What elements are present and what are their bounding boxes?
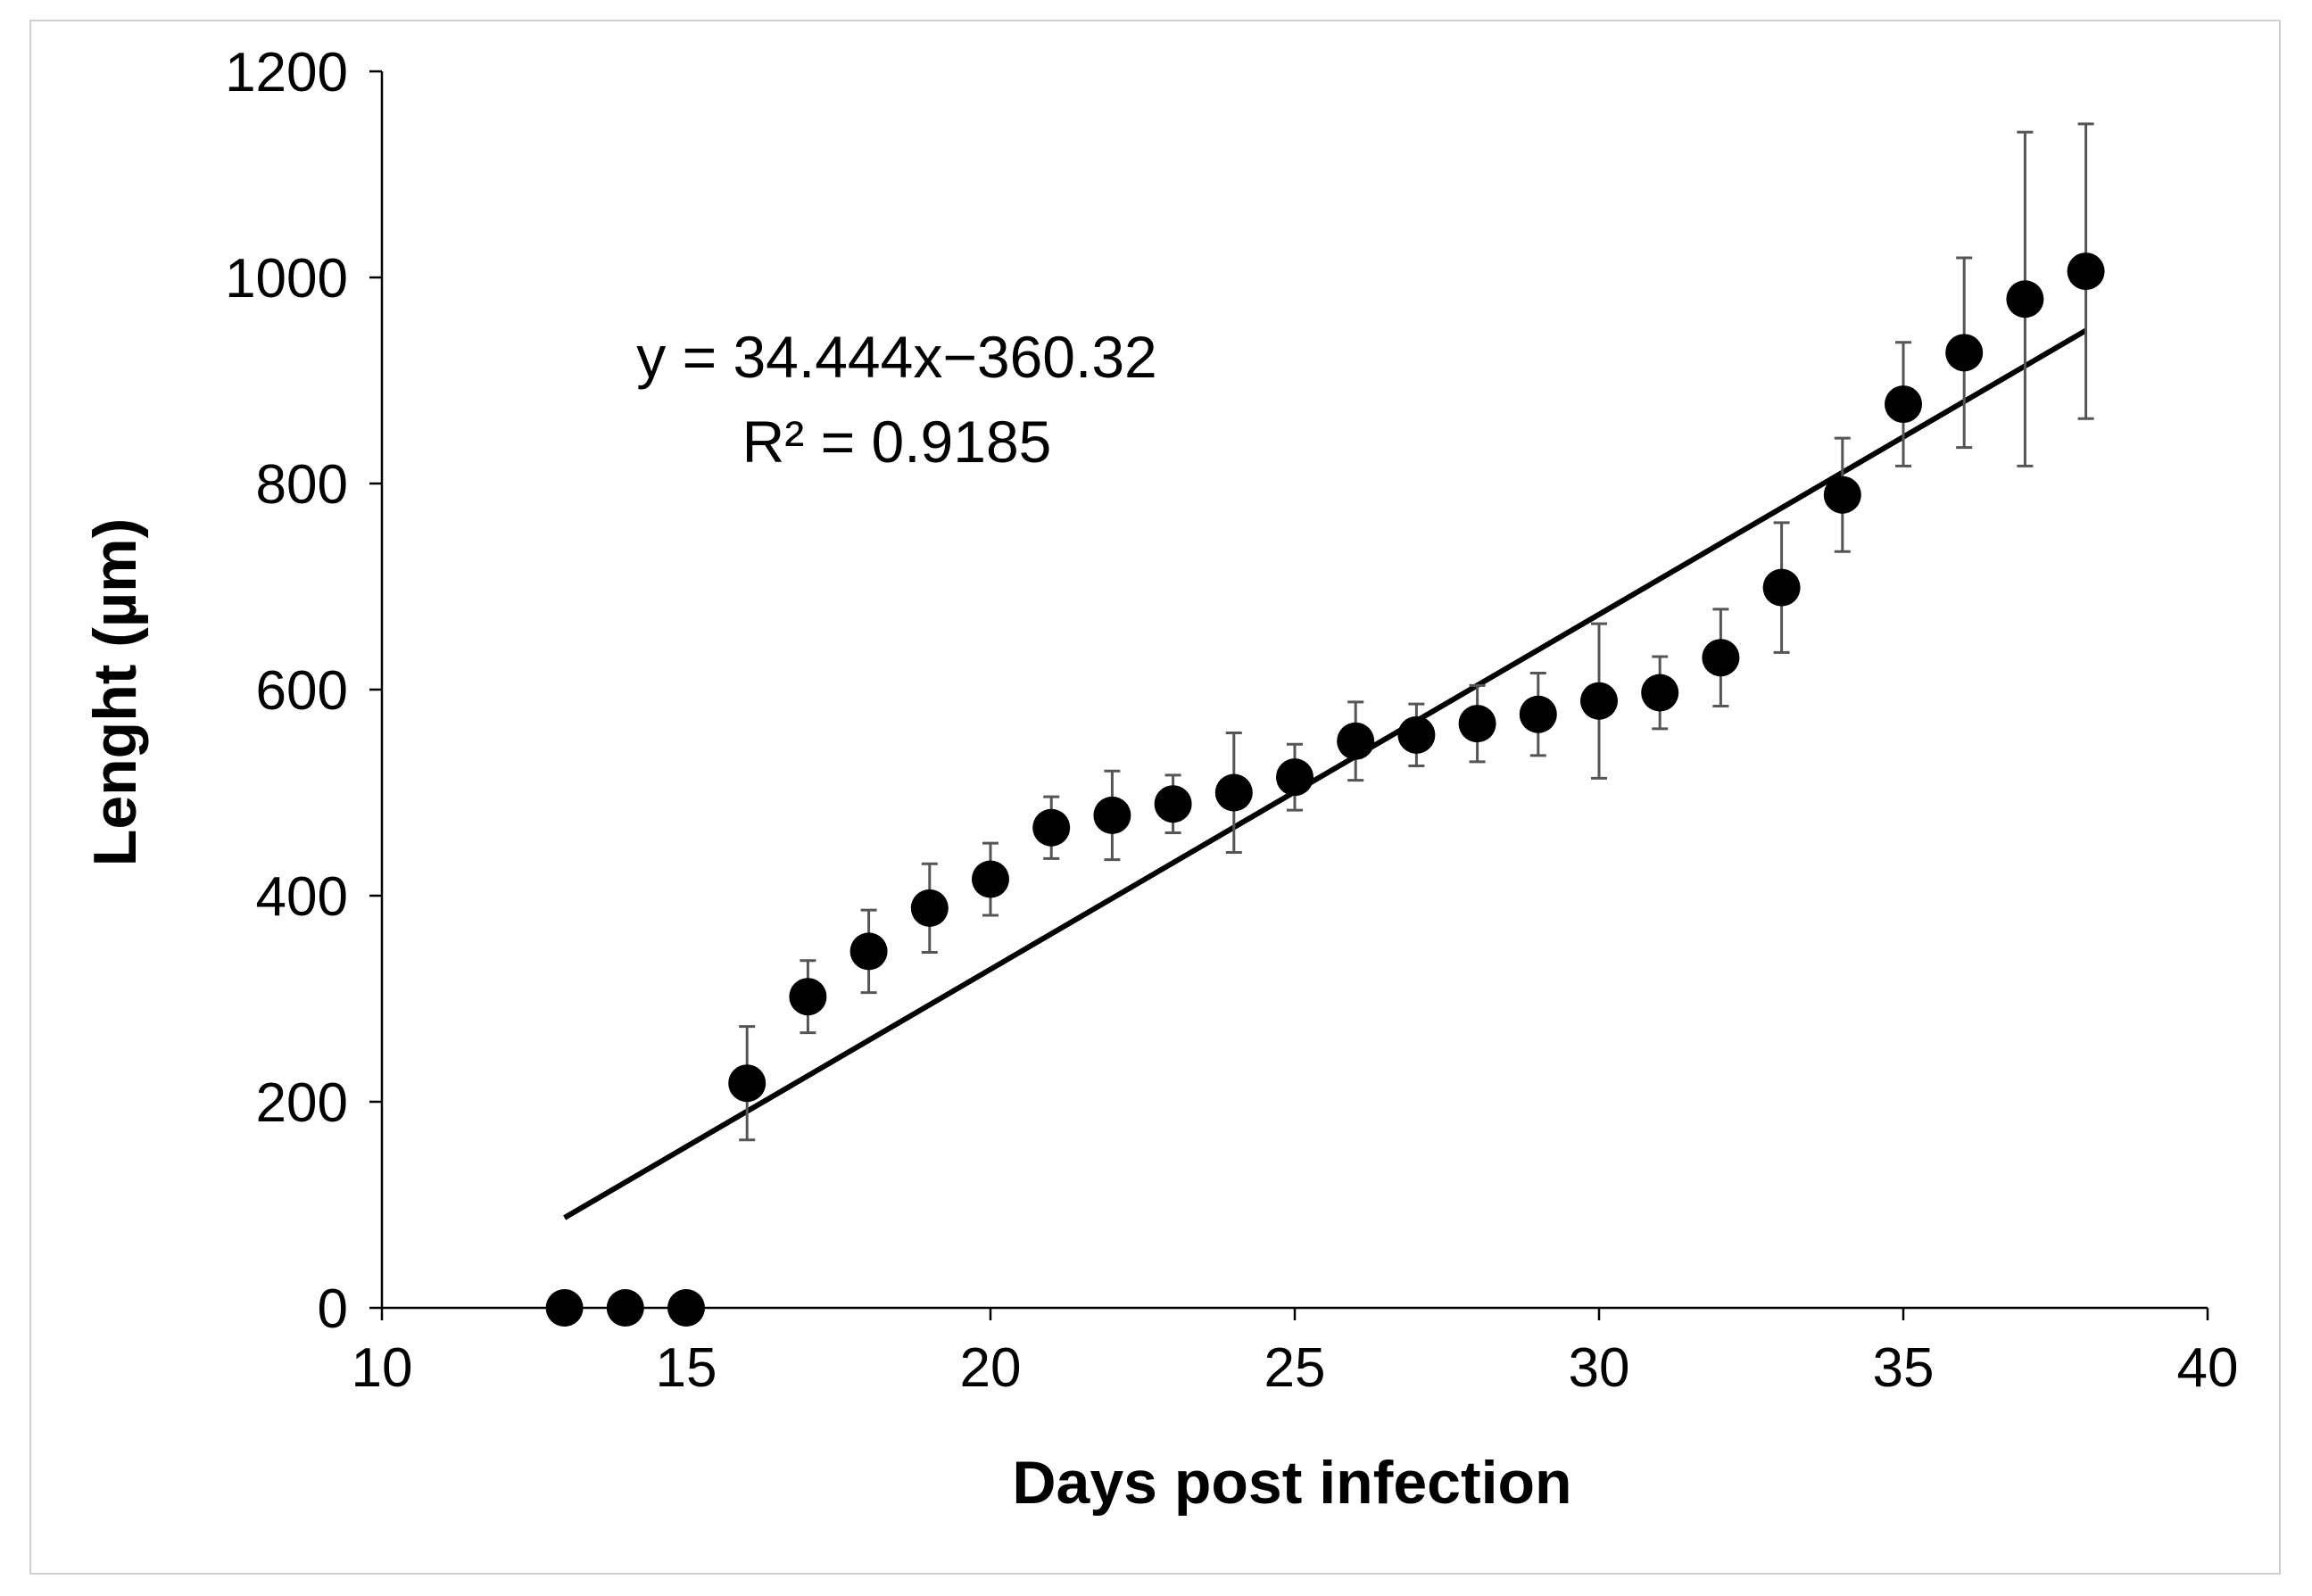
- trendline: [563, 327, 2088, 1220]
- data-point: [1885, 385, 1922, 424]
- trendline-equation: y = 34.444x−360.32: [636, 324, 1157, 390]
- data-point: [1458, 705, 1496, 743]
- x-tick-label: 15: [656, 1337, 717, 1399]
- x-tick-label: 35: [1873, 1337, 1935, 1399]
- x-tick-label: 25: [1264, 1337, 1326, 1399]
- trendline-r-squared: R² = 0.9185: [742, 409, 1052, 475]
- data-point: [910, 889, 949, 927]
- data-point: [1214, 773, 1253, 812]
- error-bars-group: [739, 122, 2094, 1142]
- y-tick-label: 1200: [225, 42, 348, 103]
- data-point: [2067, 252, 2105, 291]
- data-point: [1580, 682, 1618, 720]
- x-tick-label: 40: [2177, 1337, 2239, 1399]
- data-point: [1093, 796, 1131, 834]
- y-ticks-group: 0 200 400 600 800 1000 1200: [225, 42, 382, 1340]
- data-point: [1337, 722, 1375, 760]
- data-points-group: [545, 252, 2105, 1327]
- data-point: [1702, 639, 1740, 677]
- data-point: [1276, 758, 1313, 797]
- x-tick-label: 10: [352, 1337, 413, 1399]
- data-point: [545, 1289, 584, 1327]
- y-tick-label: 400: [256, 866, 348, 928]
- data-point: [667, 1289, 705, 1327]
- trendline-group: [563, 327, 2088, 1220]
- data-point: [849, 932, 888, 971]
- data-point: [1519, 695, 1557, 733]
- y-tick-label: 800: [256, 454, 348, 516]
- data-point: [1945, 334, 1984, 372]
- data-point: [1823, 475, 1861, 514]
- x-ticks-group: 10 15 20 25 30 35 40: [352, 1308, 2239, 1399]
- y-axis-title: Lenght (µm): [81, 518, 149, 866]
- y-tick-label: 0: [318, 1278, 348, 1340]
- data-point: [1762, 568, 1801, 607]
- y-tick-label: 600: [256, 660, 348, 722]
- x-tick-label: 30: [1569, 1337, 1630, 1399]
- axes-group: [380, 71, 2208, 1310]
- data-point: [1154, 785, 1192, 823]
- x-axis-title: Days post infection: [1012, 1449, 1571, 1517]
- data-point: [606, 1289, 644, 1327]
- data-point: [1641, 674, 1679, 712]
- chart-frame: [29, 20, 2281, 1575]
- data-point: [728, 1064, 767, 1103]
- x-tick-label: 20: [960, 1337, 1022, 1399]
- data-point: [1032, 808, 1071, 847]
- data-point: [789, 978, 827, 1016]
- y-tick-label: 1000: [225, 248, 348, 310]
- data-point: [972, 860, 1009, 898]
- y-tick-label: 200: [256, 1072, 348, 1134]
- data-point: [2006, 280, 2044, 318]
- data-point: [1397, 715, 1436, 754]
